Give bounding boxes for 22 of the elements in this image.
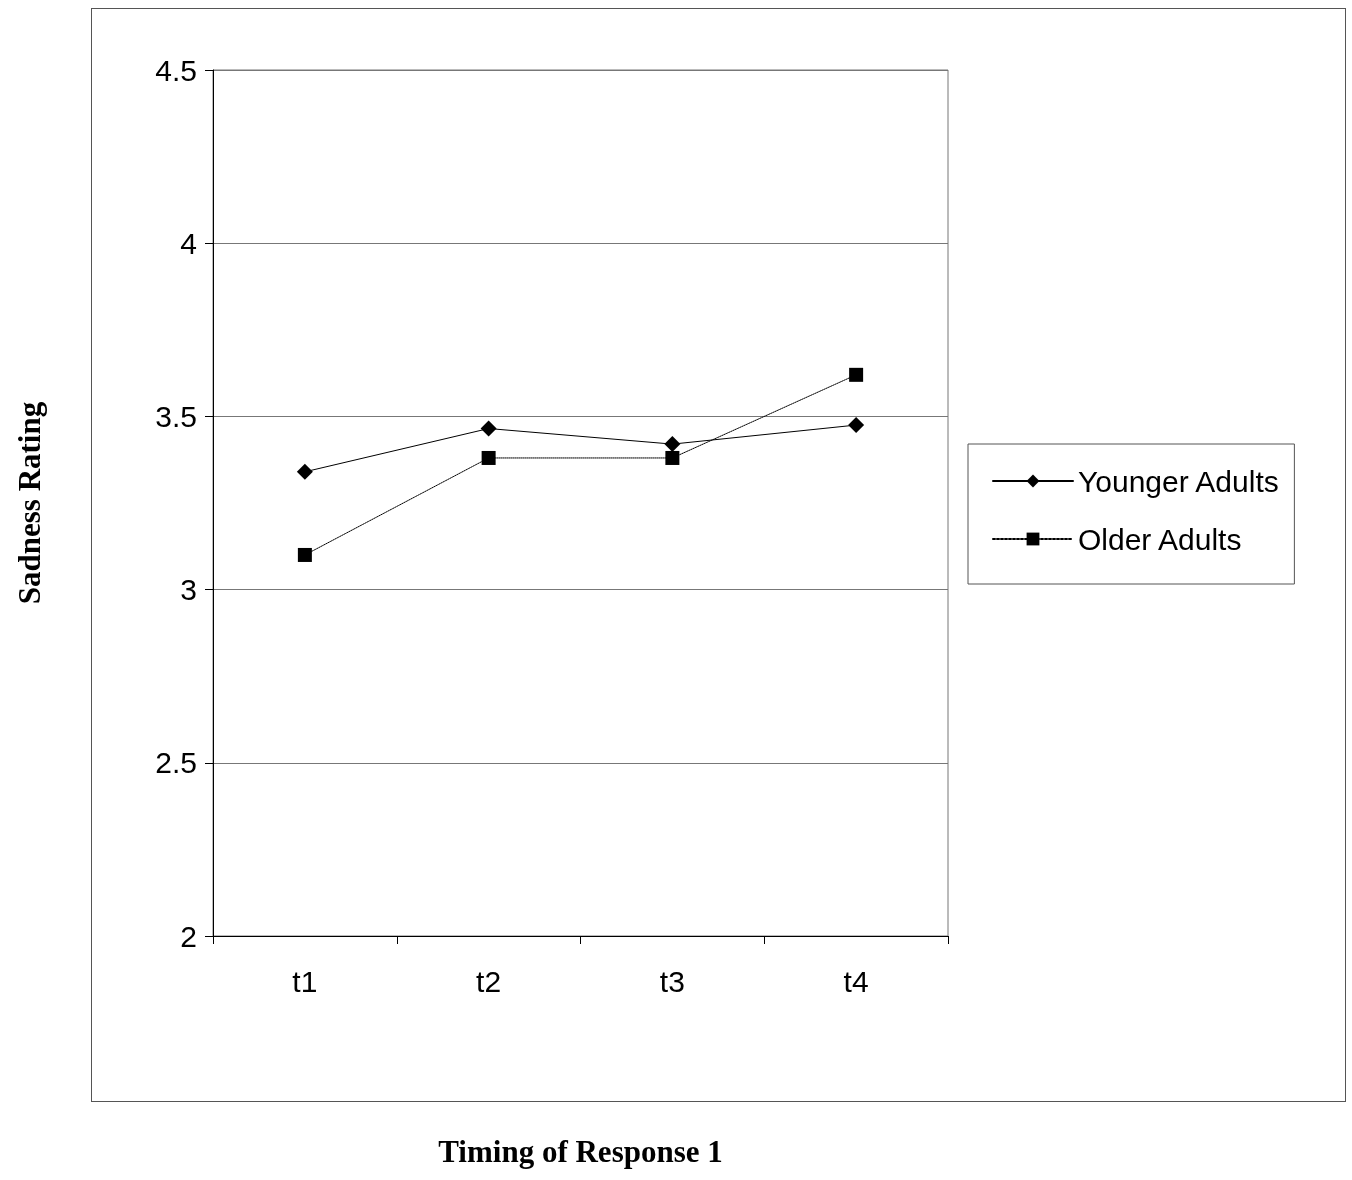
y-tick-label: 3.5 — [155, 399, 197, 433]
point — [481, 450, 496, 465]
point — [297, 547, 312, 562]
x-axis-title: Timing of Response 1 — [438, 1134, 723, 1169]
y-tick-label: 4.5 — [155, 53, 197, 87]
point — [665, 450, 680, 465]
x-tick-label: t4 — [843, 964, 869, 998]
y-tick-label: 2 — [180, 919, 197, 953]
legend-label: Younger Adults — [1078, 464, 1279, 498]
point — [848, 417, 865, 434]
y-tick-label: 2.5 — [155, 746, 197, 780]
x-tick-label: t3 — [659, 964, 685, 998]
x-tick-label: t2 — [476, 964, 502, 998]
y-tick-label: 4 — [180, 226, 197, 260]
point — [849, 367, 864, 382]
y-axis-title: Sadness Rating — [12, 401, 47, 605]
legend-label: Older Adults — [1078, 522, 1242, 556]
point — [296, 463, 313, 480]
y-tick-label: 3 — [180, 573, 197, 607]
point — [480, 420, 497, 437]
x-tick-label: t1 — [292, 964, 318, 998]
point — [664, 436, 681, 453]
